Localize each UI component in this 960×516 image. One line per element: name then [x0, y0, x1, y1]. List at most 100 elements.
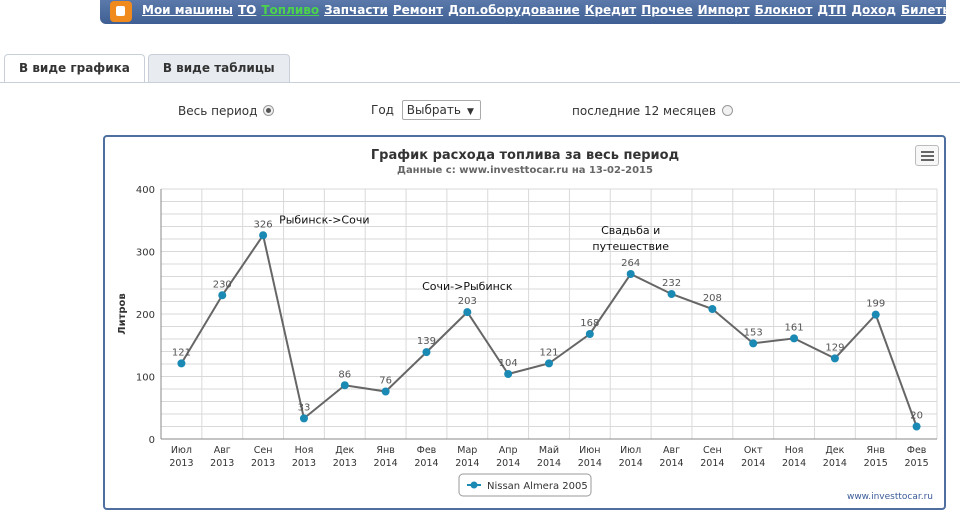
data-point[interactable] [626, 270, 635, 278]
x-tick-label: Янв [867, 445, 886, 456]
tab-divider [0, 82, 960, 83]
nav-item-2[interactable]: Топливо [261, 3, 320, 17]
year-label: Год [371, 103, 394, 117]
nav-item-7[interactable]: Прочее [641, 3, 693, 17]
data-point[interactable] [585, 330, 594, 338]
y-tick-label: 200 [136, 310, 155, 321]
data-label: 121 [172, 347, 191, 358]
x-tick-label: 2014 [659, 458, 683, 469]
data-label: 230 [213, 279, 232, 290]
nav-item-3[interactable]: Запчасти [324, 3, 388, 17]
tab-table[interactable]: В виде таблицы [147, 54, 290, 82]
x-tick-label: Янв [376, 445, 395, 456]
nav-item-6[interactable]: Кредит [584, 3, 637, 17]
x-tick-label: 2014 [374, 458, 398, 469]
tab-graph[interactable]: В виде графика [4, 54, 145, 83]
nav-item-11[interactable]: Доход [851, 3, 896, 17]
x-tick-label: Май [539, 445, 559, 456]
data-point[interactable] [708, 305, 717, 313]
legend-box [458, 473, 592, 497]
data-label: 33 [298, 402, 311, 413]
year-select-value: Выбрать [406, 103, 461, 117]
nav-item-1[interactable]: ТО [237, 3, 257, 17]
x-tick-label: 2014 [782, 458, 806, 469]
data-point[interactable] [830, 354, 839, 363]
last12-radio[interactable] [721, 105, 733, 116]
data-label: 76 [379, 376, 392, 387]
data-label: 139 [417, 336, 436, 347]
y-tick-label: 0 [149, 435, 155, 446]
data-label: 86 [338, 369, 351, 380]
x-tick-label: 2014 [455, 458, 479, 469]
legend-marker [470, 481, 478, 489]
x-tick-label: Окт [744, 445, 763, 456]
data-point[interactable] [177, 359, 186, 368]
data-point[interactable] [545, 359, 553, 368]
nav-item-0[interactable]: Мои машины [142, 3, 233, 17]
x-tick-label: Сен [254, 445, 273, 456]
filter-last-12-months[interactable]: последние 12 месяцев [572, 104, 733, 118]
view-tabs: В виде графика В виде таблицы [4, 54, 290, 83]
chart-credit: www.investtocar.ru [847, 492, 933, 502]
x-tick-label: 2013 [333, 458, 357, 469]
dropdown-arrow-icon: ▼ [466, 107, 474, 117]
nav-item-8[interactable]: Импорт [697, 3, 750, 17]
legend-label: Nissan Almera 2005 [487, 481, 588, 492]
x-tick-label: Июн [579, 445, 600, 456]
data-point[interactable] [749, 339, 758, 348]
nav-item-9[interactable]: Блокнот [754, 3, 813, 17]
chart-subtitle: Данные с: www.investtocar.ru на 13-02-20… [397, 165, 653, 176]
annotation-text: Свадьба и [601, 224, 660, 237]
period-filters: Весь период Год Выбрать ▼ последние 12 ме… [0, 100, 960, 122]
top-navigation: Мои машины ТО Топливо Запчасти Ремонт Доп.обо… [100, 0, 960, 24]
x-tick-label: 2015 [864, 458, 888, 469]
chart-menu-button[interactable] [915, 145, 939, 166]
last12-label: последние 12 месяцев [572, 104, 716, 118]
year-select[interactable]: Выбрать ▼ [401, 100, 481, 120]
data-point[interactable] [504, 370, 513, 378]
x-tick-label: Апр [499, 445, 518, 456]
data-point[interactable] [340, 381, 349, 390]
nav-item-12[interactable]: Билеты ПДД [900, 3, 960, 17]
x-tick-label: Авг [214, 445, 231, 456]
x-tick-label: Сен [703, 445, 722, 456]
annotation-text: Сочи->Рыбинск [422, 280, 513, 293]
x-tick-label: Авг [663, 445, 680, 456]
x-tick-label: Фев [907, 445, 927, 456]
nav-item-10[interactable]: ДТП [817, 3, 847, 17]
data-label: 168 [580, 318, 599, 329]
filter-all-period[interactable]: Весь период [178, 104, 275, 118]
data-label: 104 [499, 358, 518, 369]
data-point[interactable] [259, 231, 268, 240]
nav-item-5[interactable]: Доп.оборудование [448, 3, 580, 17]
x-tick-label: Дек [825, 445, 844, 456]
x-tick-label: 2013 [210, 458, 234, 469]
data-label: 161 [785, 322, 804, 333]
data-label: 153 [744, 327, 763, 338]
data-point[interactable] [381, 387, 390, 396]
data-point[interactable] [422, 348, 431, 357]
data-point[interactable] [871, 310, 880, 319]
data-label: 232 [662, 278, 681, 289]
x-tick-label: Ноя [785, 445, 804, 456]
all-period-radio[interactable] [263, 105, 275, 116]
data-point[interactable] [912, 422, 921, 431]
data-point[interactable] [463, 308, 472, 317]
nav-menu: Мои машины ТО Топливо Запчасти Ремонт Доп.обо… [142, 3, 960, 17]
nav-item-4[interactable]: Ремонт [392, 3, 444, 17]
home-logo-icon[interactable] [110, 1, 132, 22]
data-label: 203 [458, 296, 477, 307]
x-tick-label: 2014 [578, 458, 602, 469]
data-point[interactable] [299, 414, 308, 423]
data-label: 264 [621, 258, 640, 269]
x-tick-label: Дек [335, 445, 354, 456]
data-label: 326 [254, 219, 273, 230]
data-point[interactable] [218, 291, 227, 300]
x-tick-label: 2014 [700, 458, 724, 469]
data-point[interactable] [790, 334, 799, 343]
data-point[interactable] [667, 290, 676, 298]
data-label: 20 [910, 411, 923, 422]
x-tick-label: 2014 [741, 458, 765, 469]
chart-panel: График расхода топлива за весь период Дан… [103, 135, 946, 510]
x-tick-label: Фев [417, 445, 437, 456]
